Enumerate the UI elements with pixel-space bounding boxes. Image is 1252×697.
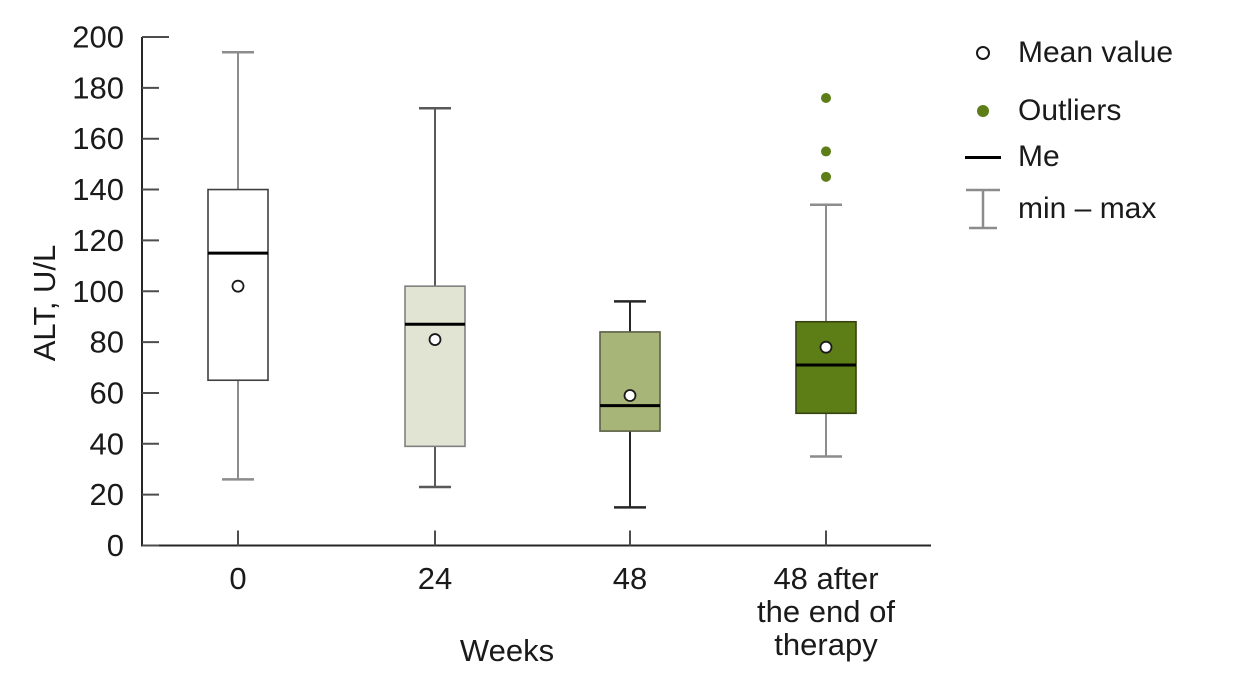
mean-marker [819,340,833,354]
legend-label-min-max: min – max [1018,192,1157,225]
y-tick-label: 0 [107,528,124,563]
iqr-box [795,320,857,415]
y-tick-label: 180 [72,70,124,105]
legend-label-median: Me [1018,140,1060,173]
iqr-box [599,331,661,432]
open-circle-icon [976,46,990,60]
y-tick-label: 60 [90,375,124,410]
outliers-dot-icon [977,105,989,117]
outlier-point [821,93,831,104]
mean-marker [623,389,637,402]
y-tick-label: 40 [90,426,124,461]
y-tick-label: 160 [72,121,124,156]
y-tick-label: 20 [90,477,124,512]
outlier-point [821,171,831,182]
legend-label-outliers: Outliers [1018,94,1122,127]
mean-value-icon [960,46,1006,60]
x-tick-label: 24 [418,561,452,596]
y-axis-title: ALT, U/L [27,244,62,362]
whisker-range-icon [966,188,1000,230]
outlier-point [821,146,831,157]
outliers-icon-cell [960,105,1006,117]
y-tick-label: 80 [90,325,124,360]
y-tick-label: 120 [72,223,124,258]
legend-label-mean-value: Mean value [1018,36,1174,69]
y-tick-label: 140 [72,172,124,207]
x-tick-label: 48 after the end of therapy [757,561,895,662]
legend-item-median: Me [960,140,1060,174]
x-tick-label: 48 [613,561,647,596]
legend-item-outliers: Outliers [960,94,1121,128]
legend: Mean value Outliers Me min – max [960,0,1250,260]
x-tick-label: 0 [229,561,246,596]
y-tick-label: 200 [72,20,124,55]
y-tick-label: 100 [72,274,124,309]
mean-marker [231,279,245,293]
median-line-icon [965,155,1001,159]
min-max-icon-cell [960,186,1006,232]
legend-item-mean-value: Mean value [960,36,1173,70]
iqr-box [404,285,466,448]
legend-item-min-max: min – max [960,186,1156,232]
mean-marker [428,333,442,346]
median-icon-cell [960,155,1006,159]
x-axis-title: Weeks [459,633,555,668]
